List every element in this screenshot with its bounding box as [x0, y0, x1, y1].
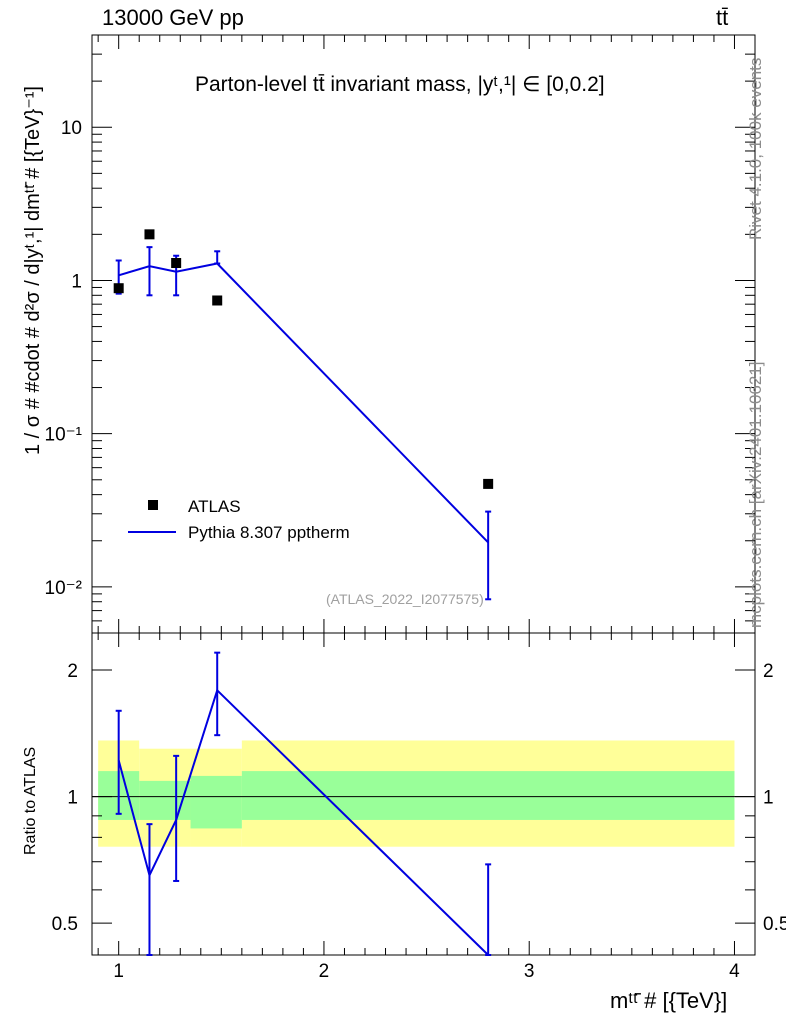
ratio-plot-frame: [91, 632, 756, 956]
process-label: tt̄: [716, 5, 729, 30]
ratio-axis-ticks: 1 2 3 4 0.5 0.5 1 1 2 2: [52, 633, 786, 982]
ratio-y-tick-label: 1: [67, 788, 78, 809]
main-y-tick-label: 1: [71, 271, 82, 292]
ratio-bands: [98, 740, 735, 847]
legend: ATLAS Pythia 8.307 pptherm: [128, 497, 350, 542]
analysis-watermark: (ATLAS_2022_I2077575): [326, 591, 484, 607]
ratio-y-tick-label-right: 0.5: [763, 914, 786, 935]
main-y-tick-label: 10: [61, 118, 82, 139]
x-tick-label: 1: [113, 961, 124, 982]
legend-atlas-marker: [148, 500, 158, 510]
ratio-y-tick-label: 2: [67, 661, 78, 682]
atlas-data-point: [144, 229, 155, 240]
atlas-data-point: [212, 295, 223, 306]
main-data-marks: [113, 229, 494, 601]
main-plot-frame: [91, 34, 756, 634]
ratio-data-marks: [115, 651, 492, 956]
legend-atlas-label: ATLAS: [188, 497, 241, 516]
mc-line: [118, 262, 489, 544]
ratio-y-tick-label-right: 1: [763, 788, 774, 809]
source-label: mcplots.cern.ch [arXiv:2401.10621]: [746, 361, 765, 628]
band-inner-2: [190, 775, 242, 829]
rivet-version-label: Rivet 4.1.0, 100k events: [746, 57, 765, 240]
ratio-y-tick-label-right: 2: [763, 661, 774, 682]
ratio-y-axis-label: Ratio to ATLAS: [22, 746, 39, 855]
x-axis-label: mᵗᵗ̄ # [{TeV}]: [610, 988, 728, 1013]
chart-title: Parton-level tt̄ invariant mass, |yᵗ,¹| …: [195, 73, 605, 96]
ratio-y-tick-label: 0.5: [52, 914, 78, 935]
atlas-data-point: [171, 257, 182, 268]
main-axis-ticks: 10⁻² 10⁻¹ 1 10: [45, 34, 755, 634]
atlas-data-point: [483, 478, 494, 489]
atlas-data-point: [113, 283, 124, 294]
x-tick-label: 3: [524, 961, 535, 982]
main-y-axis-label: 1 / σ # #cdot # d²σ / d|yᵗ,¹| dmᵗᵗ̄ # [{…: [22, 86, 44, 455]
main-y-tick-label: 10⁻²: [45, 578, 83, 599]
band-inner-3: [241, 771, 735, 820]
x-tick-label: 2: [319, 961, 330, 982]
main-y-tick-label: 10⁻¹: [45, 425, 83, 446]
x-tick-label: 4: [729, 961, 740, 982]
energy-label: 13000 GeV pp: [102, 5, 244, 30]
legend-mc-label: Pythia 8.307 pptherm: [188, 523, 350, 542]
